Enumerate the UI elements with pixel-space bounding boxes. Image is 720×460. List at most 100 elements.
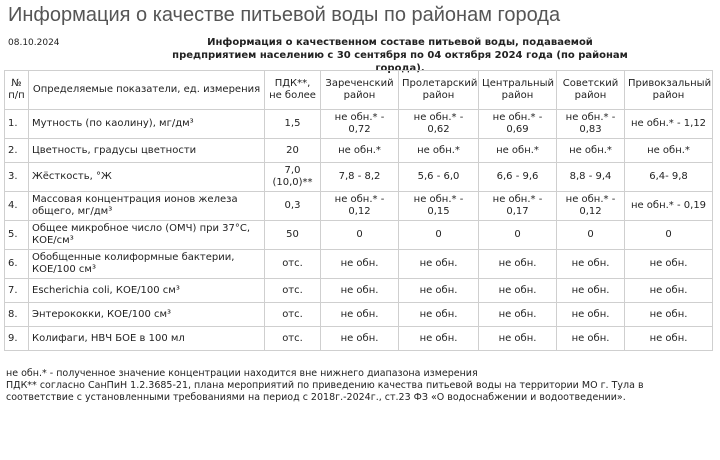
table-cell: 6. <box>4 249 29 279</box>
footnote: ПДК** согласно СанПиН 1.2.3685-21, плана… <box>6 380 644 403</box>
table-cell: 1,5 <box>264 109 321 139</box>
table-body: 1. Мутность (по каолину), мг/дм³ 1,5 не обн… <box>4 109 713 351</box>
table-cell: не обн. <box>398 278 479 303</box>
subtitle: Информация о качественном составе питьев… <box>150 36 650 75</box>
table-cell: 5. <box>4 220 29 250</box>
table-cell: 8. <box>4 302 29 327</box>
table-cell: отс. <box>264 278 321 303</box>
column-header: Определяемые показатели, ед. измерения <box>28 70 265 110</box>
table-cell: 0,3 <box>264 191 321 221</box>
column-header: ПДК**, не более <box>264 70 321 110</box>
table-cell: Колифаги, НВЧ БОЕ в 100 мл <box>28 326 265 351</box>
table-cell: 8,8 - 9,4 <box>556 162 625 192</box>
footnotes: не обн.* - полученное значение концентра… <box>6 368 706 404</box>
table-cell: не обн.* <box>556 138 625 163</box>
table-cell: 5,6 - 6,0 <box>398 162 479 192</box>
table-row: 7. Escherichia coli, КОЕ/100 см³ отс. не об… <box>4 278 713 303</box>
table-cell: не обн. <box>320 302 399 327</box>
table-row: 6. Обобщенные колиформные бактерии, КОЕ/1… <box>4 249 713 279</box>
table-cell: не обн. <box>478 302 557 327</box>
table-cell: 7,0 (10,0)** <box>264 162 321 192</box>
table-cell: 0 <box>624 220 713 250</box>
table-cell: не обн. <box>398 302 479 327</box>
table-cell: отс. <box>264 249 321 279</box>
table-cell: Цветность, градусы цветности <box>28 138 265 163</box>
column-header: № п/п <box>4 70 29 110</box>
table-cell: не обн.* <box>624 138 713 163</box>
table-cell: не обн.* <box>398 138 479 163</box>
table-cell: 4. <box>4 191 29 221</box>
table-row: 3. Жёсткость, °Ж 7,0 (10,0)** 7,8 - 8,2 5,6 … <box>4 162 713 192</box>
subtitle-line: предприятием населению с 30 сентября по … <box>172 50 628 74</box>
table-cell: Жёсткость, °Ж <box>28 162 265 192</box>
table-cell: 1. <box>4 109 29 139</box>
table-cell: не обн.* - 0,62 <box>398 109 479 139</box>
table-cell: не обн. <box>556 326 625 351</box>
water-table: № п/п Определяемые показатели, ед. измере… <box>4 70 713 351</box>
table-cell: не обн. <box>624 278 713 303</box>
column-header: Привокзальный район <box>624 70 713 110</box>
table-cell: 0 <box>320 220 399 250</box>
table-cell: не обн.* - 0,83 <box>556 109 625 139</box>
table-cell: не обн. <box>320 249 399 279</box>
table-cell: не обн. <box>478 326 557 351</box>
table-cell: не обн. <box>478 249 557 279</box>
table-cell: не обн.* - 0,19 <box>624 191 713 221</box>
table-cell: не обн. <box>624 326 713 351</box>
table-cell: 0 <box>478 220 557 250</box>
table-cell: 0 <box>556 220 625 250</box>
table-row: 8. Энтерококки, КОЕ/100 см³ отс. не обн. не … <box>4 302 713 327</box>
table-cell: не обн. <box>556 278 625 303</box>
column-header: Советский район <box>556 70 625 110</box>
column-header: Центральный район <box>478 70 557 110</box>
table-cell: не обн. <box>398 326 479 351</box>
table-cell: не обн.* - 0,69 <box>478 109 557 139</box>
table-cell: 7. <box>4 278 29 303</box>
table-row: 2. Цветность, градусы цветности 20 не обн.*… <box>4 138 713 163</box>
table-cell: не обн. <box>320 278 399 303</box>
table-cell: не обн. <box>624 302 713 327</box>
subtitle-line: Информация о качественном составе питьев… <box>207 37 593 48</box>
table-cell: отс. <box>264 302 321 327</box>
table-cell: 2. <box>4 138 29 163</box>
table-row: 9. Колифаги, НВЧ БОЕ в 100 мл отс. не обн. н… <box>4 326 713 351</box>
table-cell: не обн. <box>556 249 625 279</box>
table-cell: не обн. <box>398 249 479 279</box>
header-row: № п/п Определяемые показатели, ед. измере… <box>4 70 713 110</box>
table-cell: отс. <box>264 326 321 351</box>
title: Информация о качестве питьевой воды по р… <box>8 4 561 26</box>
table-cell: Обобщенные колиформные бактерии, КОЕ/100… <box>28 249 265 279</box>
table-cell: не обн.* - 0,72 <box>320 109 399 139</box>
table-cell: не обн.* <box>320 138 399 163</box>
table-cell: Энтерококки, КОЕ/100 см³ <box>28 302 265 327</box>
table-cell: 3. <box>4 162 29 192</box>
table-row: 4. Массовая концентрация ионов железа общ… <box>4 191 713 221</box>
date: 08.10.2024 <box>8 38 60 48</box>
table-cell: Escherichia coli, КОЕ/100 см³ <box>28 278 265 303</box>
footnote: не обн.* - полученное значение концентра… <box>6 368 478 379</box>
table-cell: 7,8 - 8,2 <box>320 162 399 192</box>
table-cell: Мутность (по каолину), мг/дм³ <box>28 109 265 139</box>
table-cell: не обн.* - 0,15 <box>398 191 479 221</box>
table-cell: не обн. <box>478 278 557 303</box>
table-cell: не обн.* - 0,17 <box>478 191 557 221</box>
table-cell: Массовая концентрация ионов железа общег… <box>28 191 265 221</box>
table-cell: не обн.* <box>478 138 557 163</box>
table-cell: не обн. <box>556 302 625 327</box>
table-cell: Общее микробное число (ОМЧ) при 37°С, КО… <box>28 220 265 250</box>
table-cell: 0 <box>398 220 479 250</box>
column-header: Зареченский район <box>320 70 399 110</box>
table-cell: не обн. <box>624 249 713 279</box>
table-cell: не обн.* - 0,12 <box>320 191 399 221</box>
table-cell: 9. <box>4 326 29 351</box>
table-cell: 50 <box>264 220 321 250</box>
table-cell: не обн.* - 0,12 <box>556 191 625 221</box>
table-cell: не обн. <box>320 326 399 351</box>
table-row: 5. Общее микробное число (ОМЧ) при 37°С, … <box>4 220 713 250</box>
table-cell: 6,4- 9,8 <box>624 162 713 192</box>
table-row: 1. Мутность (по каолину), мг/дм³ 1,5 не обн… <box>4 109 713 139</box>
table-cell: не обн.* - 1,12 <box>624 109 713 139</box>
table-cell: 20 <box>264 138 321 163</box>
table-cell: 6,6 - 9,6 <box>478 162 557 192</box>
